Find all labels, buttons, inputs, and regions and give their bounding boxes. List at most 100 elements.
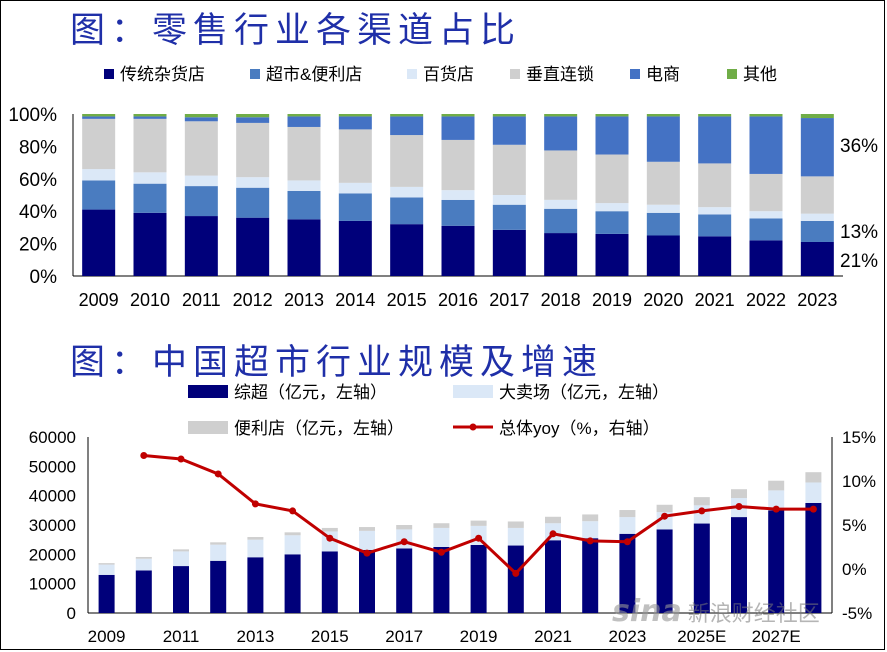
bar-segment	[338, 220, 372, 276]
bar-segment	[595, 116, 629, 155]
bar-segment	[805, 482, 822, 503]
bar-segment	[390, 197, 424, 225]
x-tick-label: 2011	[163, 627, 200, 646]
chart-title-channel-share: 图：零售行业各渠道占比	[70, 11, 522, 51]
bar-segment	[133, 114, 167, 117]
bar-segment	[82, 118, 116, 170]
bar-segment	[98, 563, 115, 565]
bar-segment	[98, 564, 115, 575]
bar-segment	[82, 209, 116, 276]
bar-segment	[236, 117, 270, 123]
x-tick-label: 2017	[385, 627, 423, 646]
bar-segment	[133, 116, 167, 119]
legend-label: 大卖场（亿元，左轴）	[499, 383, 669, 402]
bar-segment	[390, 135, 424, 187]
legend-swatch	[510, 69, 520, 79]
yoy-point	[400, 538, 408, 546]
bar-segment	[82, 180, 116, 210]
bar-segment	[210, 542, 227, 545]
bar-segment	[184, 121, 218, 176]
bar-segment	[359, 527, 375, 531]
y-tick-label: 0%	[30, 267, 58, 288]
legend-swatch	[407, 69, 417, 79]
bar-segment	[133, 212, 167, 276]
bar-segment	[433, 547, 450, 613]
bar-segment	[441, 225, 475, 276]
x-tick-label: 2015	[311, 627, 349, 646]
bar-segment	[470, 520, 487, 526]
legend-label: 综超（亿元，左轴）	[234, 383, 387, 402]
y-left-tick-label: 40000	[29, 487, 76, 506]
bar-segment	[698, 114, 732, 117]
bar-segment	[619, 533, 636, 613]
bar-segment	[595, 114, 629, 117]
bar-segment	[749, 211, 783, 219]
bar-segment	[656, 529, 673, 613]
legend-label: 垂直连锁	[526, 65, 594, 84]
x-tick-label: 2009	[79, 290, 119, 310]
bar-segment	[805, 503, 822, 613]
bar-segment	[433, 527, 450, 547]
bar-segment	[441, 139, 475, 191]
bar-segment	[731, 489, 747, 499]
yoy-point	[177, 455, 185, 463]
x-tick-label: 2017	[489, 290, 529, 310]
x-tick-label: 2019	[592, 290, 632, 310]
x-tick-label: 2010	[130, 290, 170, 310]
x-tick-label: 2027E	[752, 627, 801, 646]
bar-segment	[800, 118, 834, 177]
annotation-ecommerce-share: 36%	[840, 136, 878, 157]
watermark: sina 新浪财经社区	[612, 594, 820, 629]
yoy-point	[363, 549, 371, 557]
y-tick-label: 80%	[19, 137, 57, 158]
x-tick-label: 2021	[695, 290, 735, 310]
bar-segment	[338, 116, 372, 130]
bar-segment	[646, 235, 680, 276]
bar-segment	[492, 229, 526, 276]
bar-segment	[595, 211, 629, 234]
bar-segment	[359, 549, 375, 613]
bar-segment	[582, 538, 599, 613]
x-tick-label: 2014	[335, 290, 375, 310]
bar-segment	[768, 510, 785, 613]
x-tick-label: 2021	[534, 627, 572, 646]
x-tick-label: 2025E	[677, 627, 726, 646]
bar-segment	[287, 116, 321, 127]
bar-segment	[247, 539, 264, 558]
annotation-grocery-share: 21%	[840, 251, 878, 272]
legend-swatch	[188, 385, 228, 398]
bar-segment	[698, 116, 732, 164]
bar-segment	[646, 114, 680, 117]
bar-segment	[646, 212, 680, 236]
x-tick-label: 2009	[88, 627, 126, 646]
y-left-tick-label: 50000	[29, 457, 76, 476]
x-tick-label: 2018	[541, 290, 581, 310]
y-tick-label: 40%	[19, 202, 57, 223]
yoy-point	[475, 534, 483, 542]
bar-segment	[470, 544, 487, 613]
bar-segment	[595, 233, 629, 276]
x-tick-label: 2019	[460, 627, 498, 646]
bar-segment	[287, 114, 321, 117]
bar-segment	[507, 527, 524, 546]
yoy-point	[698, 507, 706, 515]
bar-segment	[544, 208, 578, 234]
bar-segment	[236, 122, 270, 178]
bar-segment	[82, 169, 116, 181]
bar-segment	[236, 114, 270, 118]
x-tick-label: 2020	[643, 290, 683, 310]
bar-segment	[338, 182, 372, 194]
legend-swatch	[630, 69, 640, 79]
yoy-point	[437, 548, 445, 556]
bar-segment	[582, 514, 599, 522]
bar-segment	[184, 114, 218, 118]
channel-share-chart: 传统杂货店 超市&便利店 百货店 垂直连锁 电商 其他 0% 20% 40% 60% 80% 100%…	[8, 65, 878, 310]
watermark-text: 新浪财经社区	[687, 602, 820, 627]
bar-segment	[441, 190, 475, 200]
yoy-point	[549, 530, 557, 538]
x-tick-label: 2016	[438, 290, 478, 310]
bar-segment	[390, 114, 424, 117]
y-right-tick-label: -5%	[842, 604, 872, 623]
